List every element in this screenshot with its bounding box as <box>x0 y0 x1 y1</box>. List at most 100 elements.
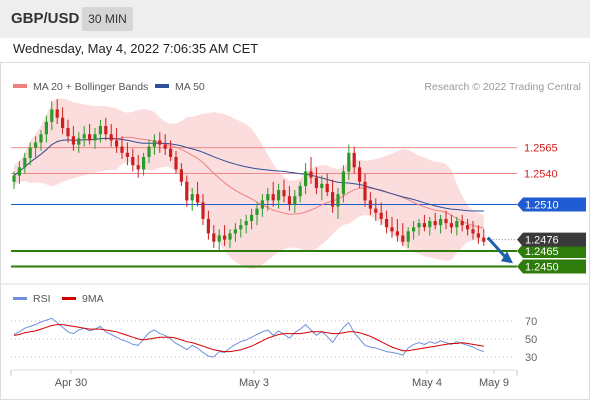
ma50-legend-swatch <box>155 84 169 88</box>
rsi-level-label-1: 50 <box>525 334 537 346</box>
candle-76 <box>422 214 426 232</box>
timeframe-button[interactable]: 30 MIN <box>82 7 133 31</box>
candle-6 <box>44 115 48 143</box>
x-tick-label-1: May 3 <box>239 377 269 389</box>
candle-61 <box>341 165 345 203</box>
candle-87 <box>482 229 486 246</box>
candle-51 <box>287 185 291 211</box>
candle-body-47 <box>266 194 270 201</box>
candle-11 <box>71 125 75 151</box>
candle-body-63 <box>352 152 356 168</box>
candle-body-78 <box>433 221 437 226</box>
support-level-tag-4 <box>517 259 586 274</box>
forecast-arrow-shaft <box>486 236 508 259</box>
resistance-level-label-0: 1.2565 <box>524 143 558 155</box>
candle-body-70 <box>390 227 394 232</box>
candle-23 <box>136 154 140 178</box>
candle-53 <box>298 181 302 203</box>
candle-74 <box>412 221 416 240</box>
candle-body-46 <box>260 200 264 209</box>
candle-body-42 <box>239 225 243 230</box>
candle-body-25 <box>147 146 151 157</box>
candle-13 <box>82 125 86 147</box>
candle-18 <box>109 123 113 147</box>
candle-body-74 <box>412 227 416 232</box>
candle-body-26 <box>152 140 156 147</box>
rsi-legend-swatch <box>13 297 27 300</box>
candle-30 <box>174 150 178 174</box>
candle-body-87 <box>482 237 486 242</box>
candle-8 <box>55 99 59 124</box>
rsi-level-label-2: 30 <box>525 352 537 364</box>
candle-24 <box>142 152 146 176</box>
support-level-label-3: 1.2465 <box>525 246 559 258</box>
support-level-label-4: 1.2450 <box>525 262 559 274</box>
candle-body-21 <box>125 152 129 157</box>
candle-body-49 <box>277 190 281 201</box>
candle-body-4 <box>34 142 38 148</box>
candle-68 <box>379 202 383 226</box>
candle-body-9 <box>61 117 65 129</box>
rsi-line <box>13 317 484 358</box>
candle-body-31 <box>179 169 183 182</box>
candle-33 <box>190 187 194 211</box>
candle-body-56 <box>314 177 318 188</box>
candle-body-32 <box>185 181 189 201</box>
candle-body-1 <box>17 167 21 176</box>
candle-body-33 <box>190 194 194 201</box>
candle-55 <box>309 156 313 184</box>
candle-body-69 <box>385 218 389 228</box>
candle-0 <box>12 171 16 189</box>
candle-5 <box>39 130 43 151</box>
candle-64 <box>358 161 362 188</box>
candle-27 <box>158 132 162 153</box>
candle-body-40 <box>228 233 232 240</box>
candle-body-11 <box>71 136 75 145</box>
candle-32 <box>185 175 189 207</box>
candle-65 <box>363 173 367 207</box>
candle-47 <box>266 187 270 211</box>
candle-body-66 <box>368 200 372 209</box>
ma20-legend-label: MA 20 + Bollinger Bands <box>33 81 148 93</box>
candle-body-8 <box>55 109 59 118</box>
candle-16 <box>98 119 102 143</box>
candle-77 <box>428 216 432 236</box>
candle-10 <box>66 119 70 143</box>
candle-body-59 <box>331 192 335 207</box>
candle-body-51 <box>287 196 291 205</box>
candle-73 <box>406 227 410 248</box>
candle-body-10 <box>66 128 70 137</box>
candle-19 <box>115 128 119 153</box>
pivot-level-label-2: 1.2510 <box>525 200 559 212</box>
candle-body-52 <box>293 196 297 205</box>
candle-body-79 <box>439 218 443 226</box>
candle-body-60 <box>336 194 340 207</box>
candle-body-19 <box>115 140 119 147</box>
resistance-level-label-1: 1.2540 <box>524 169 558 181</box>
candle-body-38 <box>217 235 221 242</box>
candle-69 <box>385 210 389 234</box>
candle-81 <box>449 214 453 234</box>
candle-body-65 <box>363 181 367 201</box>
candle-56 <box>314 167 318 195</box>
rsi-legend-label: RSI <box>33 293 51 305</box>
x-tick-label-3: May 9 <box>479 377 509 389</box>
forecast-arrow-head <box>501 251 513 264</box>
candle-body-17 <box>104 125 108 135</box>
candle-17 <box>104 117 108 141</box>
candle-4 <box>34 136 38 157</box>
candle-25 <box>147 140 151 164</box>
candle-59 <box>331 179 335 213</box>
candle-41 <box>233 223 237 242</box>
x-tick-label-2: May 4 <box>412 377 442 389</box>
candle-body-5 <box>39 134 43 143</box>
candle-body-23 <box>136 165 140 170</box>
candle-50 <box>282 179 286 203</box>
candle-52 <box>293 190 297 213</box>
candle-86 <box>476 225 480 244</box>
candle-body-73 <box>406 231 410 242</box>
candle-body-0 <box>12 175 16 182</box>
candle-body-61 <box>341 171 345 195</box>
candle-28 <box>163 134 167 155</box>
